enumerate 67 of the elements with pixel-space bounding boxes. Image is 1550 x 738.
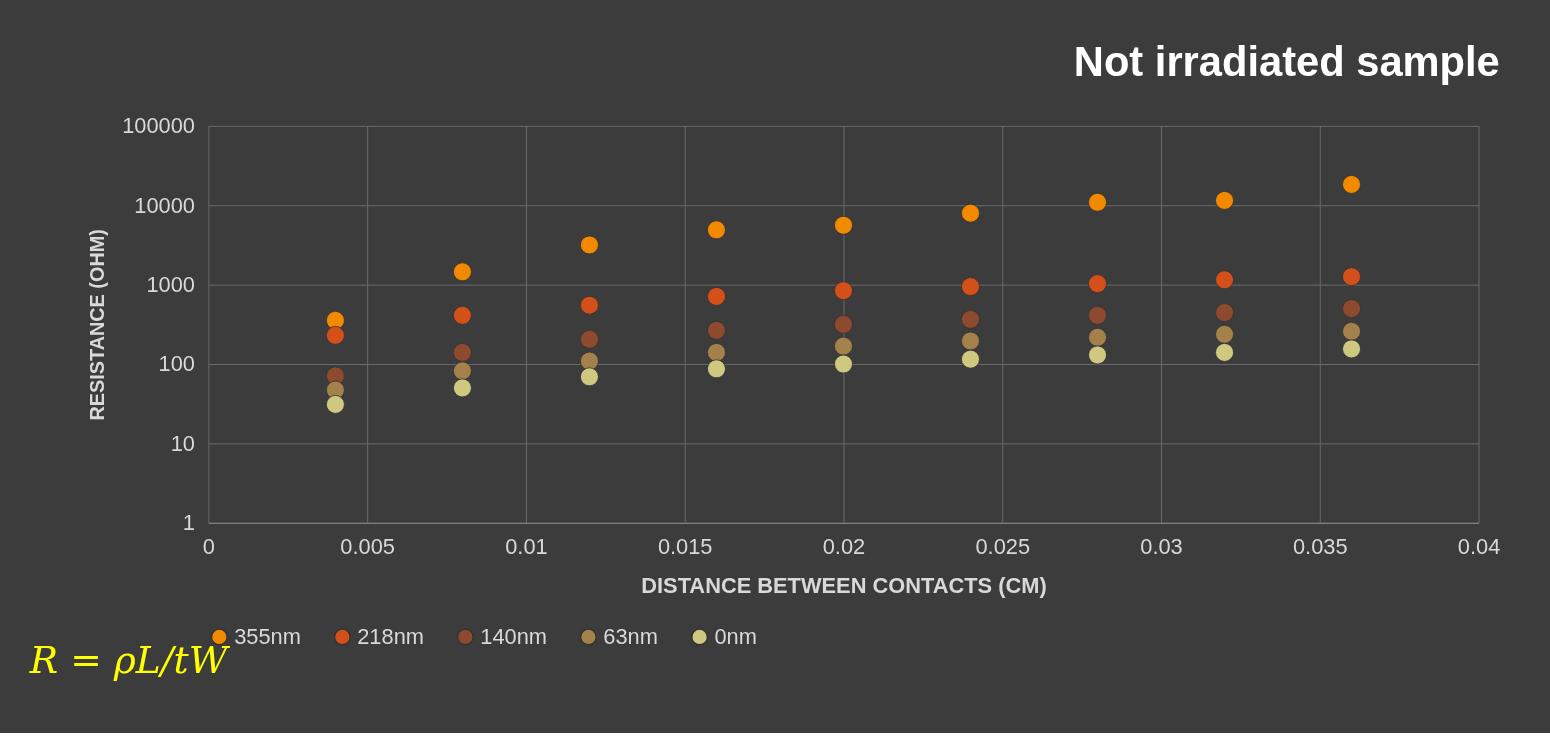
point	[834, 215, 853, 235]
point	[453, 262, 472, 282]
point	[325, 310, 345, 330]
x-tick-label: 0.015	[657, 534, 713, 560]
point	[1088, 274, 1107, 294]
y-axis-title: RESISTANCE (OHM)	[86, 229, 109, 421]
point	[834, 336, 853, 356]
point	[1215, 191, 1234, 210]
point	[1215, 270, 1234, 290]
y-tick-label: 1	[182, 510, 195, 536]
point	[961, 277, 980, 296]
point	[1342, 321, 1361, 341]
point	[1342, 267, 1361, 287]
point	[1088, 345, 1107, 365]
point	[1342, 299, 1361, 318]
legend-label: 218nm	[357, 623, 424, 649]
x-tick-label: 0.01	[505, 534, 548, 560]
point	[580, 351, 599, 371]
point	[1088, 192, 1107, 212]
x-axis-title: DISTANCE BETWEEN CONTACTS (CM)	[641, 572, 1047, 598]
point	[453, 378, 472, 398]
point	[961, 331, 980, 351]
point	[580, 329, 599, 349]
point	[580, 235, 599, 255]
x-tick-label: 0.02	[822, 534, 866, 560]
point	[453, 343, 472, 362]
point	[1342, 339, 1361, 359]
point	[834, 314, 853, 334]
x-tick-label: 0	[202, 534, 215, 560]
text: R = ρL/tW	[28, 637, 231, 682]
point	[707, 343, 726, 362]
y-tick-label: 100	[158, 351, 195, 377]
point	[453, 305, 472, 325]
legend-label: 140nm	[480, 623, 548, 649]
point	[1088, 327, 1107, 347]
point	[707, 220, 726, 240]
chart-title: Not irradiated sample	[1073, 38, 1500, 86]
point	[580, 295, 599, 315]
point	[834, 281, 853, 301]
point	[453, 361, 472, 381]
x-tick-label: 0.035	[1292, 534, 1348, 560]
point	[1342, 175, 1361, 194]
point	[1215, 343, 1234, 362]
point	[325, 395, 345, 414]
y-tick-label: 10	[170, 430, 195, 456]
point	[580, 367, 599, 387]
legend-label: 355nm	[234, 623, 301, 649]
point	[1215, 303, 1234, 322]
legend-label: 0nm	[714, 623, 757, 649]
point	[1088, 305, 1107, 325]
point	[961, 309, 980, 329]
point	[325, 325, 345, 345]
y-tick-label: 10000	[134, 192, 195, 218]
point	[1215, 324, 1234, 344]
point	[707, 359, 726, 379]
x-tick-label: 0.04	[1457, 534, 1501, 560]
point	[707, 287, 726, 306]
x-tick-label: 0.025	[975, 534, 1031, 560]
point	[961, 203, 980, 223]
y-tick-label: 1000	[146, 272, 195, 298]
y-tick-label: 100000	[122, 113, 195, 139]
point	[961, 349, 980, 369]
x-tick-label: 0.005	[340, 534, 395, 560]
legend-label: 63nm	[603, 623, 658, 649]
point	[834, 354, 853, 374]
x-tick-label: 0.03	[1140, 534, 1183, 560]
point	[707, 321, 726, 340]
